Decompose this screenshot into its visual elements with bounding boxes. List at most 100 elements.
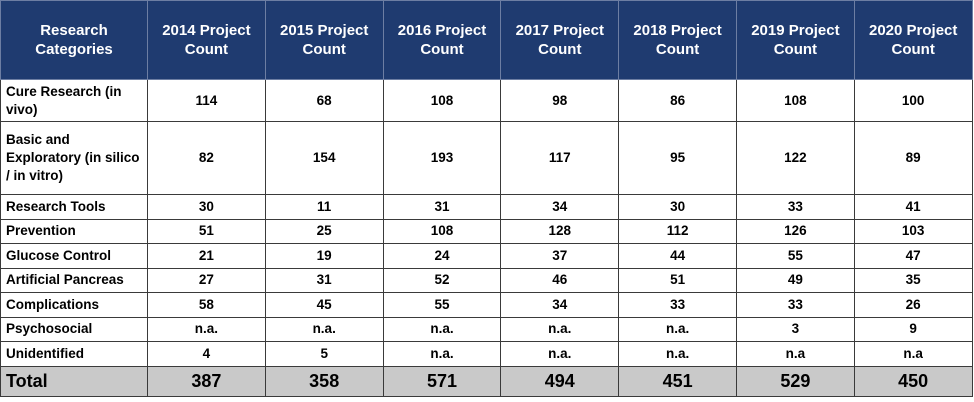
header-2014: 2014 Project Count [147,0,266,80]
table-row: Research Tools 30 11 31 34 30 33 41 [0,194,973,220]
cell-value: 103 [853,218,973,244]
row-label: Complications [0,292,148,318]
total-value: 451 [618,365,737,397]
header-research-categories: Research Categories [0,0,148,80]
cell-value: 128 [500,218,620,244]
cell-value: 51 [147,218,266,244]
cell-value: 95 [618,121,737,195]
cell-value: 58 [147,292,266,318]
cell-value: n.a. [264,316,384,342]
cell-value: 35 [853,267,973,293]
cell-value: 47 [853,243,973,269]
cell-value: 3 [735,316,855,342]
cell-value: 34 [500,194,620,220]
cell-value: 154 [264,121,384,195]
header-row: Research Categories 2014 Project Count 2… [0,0,973,80]
table-row: Glucose Control 21 19 24 37 44 55 47 [0,243,973,269]
row-label: Glucose Control [0,243,148,269]
cell-value: 108 [382,79,502,122]
cell-value: 33 [618,292,737,318]
cell-value: n.a. [500,316,620,342]
row-label: Research Tools [0,194,148,220]
cell-value: 19 [264,243,384,269]
table-row: Psychosocial n.a. n.a. n.a. n.a. n.a. 3 … [0,316,973,342]
table-row: Unidentified 4 5 n.a. n.a. n.a. n.a n.a [0,341,973,367]
cell-value: 30 [147,194,266,220]
cell-value: 33 [735,292,855,318]
cell-value: n.a. [382,316,502,342]
cell-value: 26 [853,292,973,318]
cell-value: 55 [382,292,502,318]
cell-value: 68 [264,79,384,122]
cell-value: 37 [500,243,620,269]
cell-value: n.a. [618,341,737,367]
table-row: Prevention 51 25 108 128 112 126 103 [0,218,973,244]
total-row: Total 387 358 571 494 451 529 450 [0,365,973,397]
cell-value: 51 [618,267,737,293]
cell-value: 30 [618,194,737,220]
cell-value: 31 [264,267,384,293]
header-2016: 2016 Project Count [382,0,502,80]
cell-value: 86 [618,79,737,122]
cell-value: 44 [618,243,737,269]
cell-value: 82 [147,121,266,195]
cell-value: 89 [853,121,973,195]
cell-value: n.a [853,341,973,367]
cell-value: 11 [264,194,384,220]
total-value: 529 [735,365,855,397]
cell-value: 100 [853,79,973,122]
row-label: Artificial Pancreas [0,267,148,293]
table-row: Basic and Exploratory (in silico / in vi… [0,121,973,195]
cell-value: 52 [382,267,502,293]
row-label: Unidentified [0,341,148,367]
cell-value: 24 [382,243,502,269]
total-value: 494 [500,365,620,397]
header-2018: 2018 Project Count [618,0,737,80]
cell-value: 117 [500,121,620,195]
total-value: 571 [382,365,502,397]
table-row: Artificial Pancreas 27 31 52 46 51 49 35 [0,267,973,293]
header-2015: 2015 Project Count [264,0,384,80]
cell-value: 45 [264,292,384,318]
cell-value: 5 [264,341,384,367]
row-label: Psychosocial [0,316,148,342]
cell-value: 108 [382,218,502,244]
cell-value: 41 [853,194,973,220]
total-value: 387 [147,365,266,397]
cell-value: 55 [735,243,855,269]
table-row: Complications 58 45 55 34 33 33 26 [0,292,973,318]
total-value: 450 [853,365,973,397]
header-2020: 2020 Project Count [853,0,973,80]
cell-value: 25 [264,218,384,244]
cell-value: n.a. [382,341,502,367]
cell-value: 33 [735,194,855,220]
cell-value: 49 [735,267,855,293]
cell-value: 9 [853,316,973,342]
header-2017: 2017 Project Count [500,0,620,80]
row-label: Prevention [0,218,148,244]
total-label: Total [0,365,148,397]
total-value: 358 [264,365,384,397]
cell-value: 21 [147,243,266,269]
cell-value: n.a [735,341,855,367]
cell-value: 98 [500,79,620,122]
cell-value: n.a. [500,341,620,367]
cell-value: 112 [618,218,737,244]
cell-value: 122 [735,121,855,195]
row-label: Basic and Exploratory (in silico / in vi… [0,121,148,195]
cell-value: n.a. [618,316,737,342]
cell-value: 46 [500,267,620,293]
cell-value: 114 [147,79,266,122]
cell-value: 108 [735,79,855,122]
cell-value: 193 [382,121,502,195]
cell-value: 31 [382,194,502,220]
header-2019: 2019 Project Count [735,0,855,80]
cell-value: 126 [735,218,855,244]
table-row: Cure Research (in vivo) 114 68 108 98 86… [0,79,973,122]
cell-value: 27 [147,267,266,293]
cell-value: 4 [147,341,266,367]
cell-value: n.a. [147,316,266,342]
row-label: Cure Research (in vivo) [0,79,148,122]
